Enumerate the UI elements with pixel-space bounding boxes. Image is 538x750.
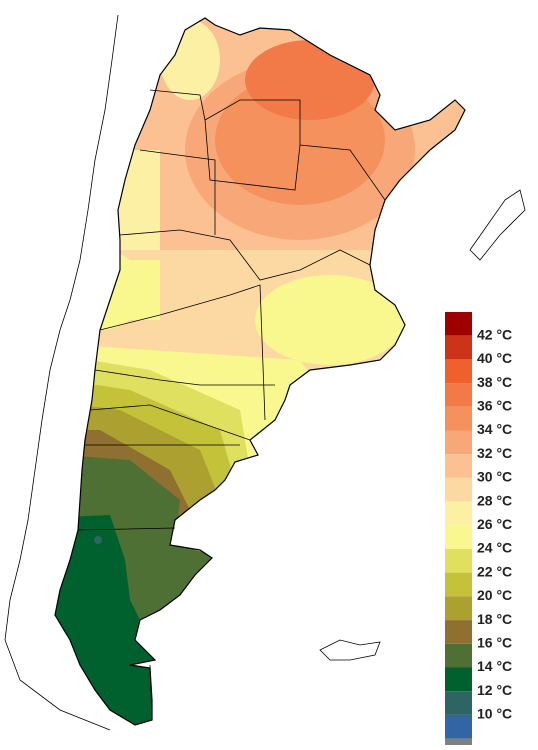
legend-swatch <box>445 430 472 455</box>
legend-label: 34 °C <box>477 421 512 437</box>
legend-swatch <box>445 572 472 597</box>
legend-swatch <box>445 359 472 384</box>
legend-swatch <box>445 383 472 407</box>
temperature-zone <box>255 275 405 365</box>
legend-label: 26 °C <box>477 516 512 532</box>
legend: 42 °C 40 °C 38 °C 36 °C 34 °C 32 °C 30 °C 28 °C… <box>445 312 512 750</box>
legend-swatch <box>445 549 472 573</box>
legend-swatch <box>445 738 472 750</box>
legend-swatch <box>445 596 472 621</box>
legend-swatch <box>445 667 472 692</box>
legend-label: 38 °C <box>477 374 512 390</box>
legend-label: 36 °C <box>477 398 512 414</box>
legend-swatch <box>445 312 472 336</box>
legend-label: 32 °C <box>477 445 512 461</box>
legend-label: 30 °C <box>477 469 512 485</box>
legend-swatch <box>445 335 472 360</box>
legend-swatch <box>445 454 472 478</box>
legend-swatch <box>445 691 472 715</box>
legend-label: 40 °C <box>477 350 512 366</box>
legend-label: 20 °C <box>477 587 512 603</box>
legend-label: 22 °C <box>477 563 512 579</box>
legend-label: 16 °C <box>477 635 512 651</box>
legend-swatch <box>445 643 472 668</box>
legend-label: 18 °C <box>477 611 512 627</box>
chile-coast <box>4 14 119 731</box>
legend-swatch <box>445 525 472 549</box>
legend-label: 42 °C <box>477 326 512 342</box>
legend-swatch <box>445 714 472 739</box>
legend-swatch <box>445 477 472 502</box>
legend-swatch <box>445 406 472 431</box>
legend-label: 24 °C <box>477 540 512 556</box>
legend-label: 14 °C <box>477 658 512 674</box>
temperature-zone <box>55 250 145 330</box>
legend-swatch <box>445 620 472 644</box>
temperature-zone <box>55 515 160 725</box>
legend-label: 28 °C <box>477 492 512 508</box>
legend-swatch <box>445 501 472 526</box>
province-borders <box>54 17 526 726</box>
temperature-zone <box>160 20 220 100</box>
legend-label: 12 °C <box>477 682 512 698</box>
temperature-zone <box>245 40 375 120</box>
legend-label: 10 °C <box>477 706 512 722</box>
temperature-zone <box>55 640 200 725</box>
temperature-zone <box>94 536 102 544</box>
